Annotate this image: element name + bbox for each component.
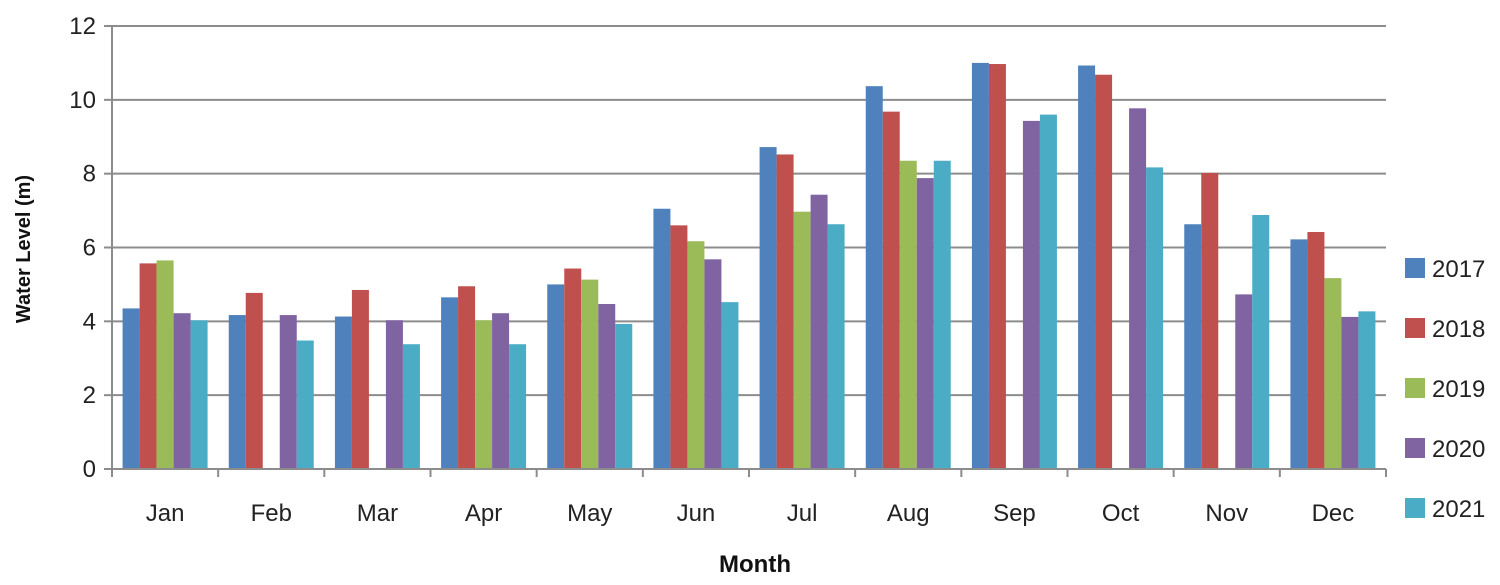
legend-swatch [1405,258,1425,278]
bar-2018-May [564,268,582,469]
bar-2021-Mar [402,344,420,469]
bar-2017-Oct [1078,65,1096,470]
bar-2017-Sep [971,62,989,470]
bar-2019-Jan [156,260,174,469]
y-tick-label: 10 [69,87,96,114]
bar-2018-Aug [882,111,900,469]
bar-2017-Jul [759,147,777,469]
bar-2019-Jun [687,241,705,469]
legend-label: 2018 [1432,316,1485,343]
bar-2018-Jan [139,263,157,469]
bar-2017-Feb [228,315,246,469]
bar-2020-Apr [492,313,510,469]
bar-2020-Sep [1022,120,1040,470]
bar-2018-Sep [988,64,1006,469]
bar-2019-Apr [475,320,493,469]
bar-2020-May [598,303,616,469]
y-tick-labels: 0 2 4 6 8 10 12 [69,13,96,483]
bar-2020-Aug [916,178,934,469]
x-tick-labels: Jan Feb Mar Apr May Jun Jul Aug Sep Oct Nov Dec [146,500,1355,527]
x-tick-label: May [567,500,612,527]
x-tick-label: Jun [677,500,716,527]
legend-label: 2020 [1432,436,1485,463]
x-tick-label: Dec [1312,500,1355,527]
legend-label: 2019 [1432,376,1485,403]
x-tick-label: Jul [787,500,818,527]
bar-2018-Mar [351,289,369,469]
bar-2017-May [547,284,565,469]
x-tick-label: Aug [887,500,930,527]
bar-2017-Nov [1184,224,1202,469]
bar-2017-Jun [653,208,671,470]
legend: 2017 2018 2019 2020 2021 [1405,256,1485,523]
bar-2020-Dec [1341,316,1359,469]
bar-2019-May [581,279,599,469]
y-tick-label: 4 [83,308,96,335]
bar-2021-Apr [509,344,527,469]
bar-2018-Jul [776,154,794,469]
x-tick-label: Jan [146,500,185,527]
legend-label: 2017 [1432,256,1485,283]
y-axis-title: Water Level (m) [13,175,35,323]
bar-2019-Jul [793,211,811,469]
legend-swatch [1405,318,1425,338]
bar-2017-Dec [1290,239,1308,469]
x-tick-label: Feb [251,500,292,527]
bar-2021-Dec [1358,311,1376,469]
bar-2018-Feb [245,292,263,469]
legend-swatch [1405,378,1425,398]
bar-2017-Mar [334,316,352,469]
bar-2021-Sep [1039,114,1057,469]
legend-swatch [1405,498,1425,518]
bar-2020-Feb [279,315,297,469]
bar-2018-Jun [670,225,688,469]
bar-2021-Aug [933,160,951,469]
x-tick-label: Sep [993,500,1036,527]
y-tick-label: 0 [83,456,96,483]
bar-2018-Dec [1307,231,1325,469]
bar-2017-Aug [865,86,883,469]
x-tick-label: Oct [1102,500,1140,527]
bar-2021-Jan [190,320,208,469]
bar-2020-Mar [385,320,403,469]
x-tick-label: Mar [357,500,398,527]
bar-2020-Jan [173,313,191,469]
bars [122,62,1376,470]
x-tick-label: Apr [465,500,502,527]
bar-2021-Jun [721,302,739,469]
bar-2017-Jan [122,308,140,469]
bar-2021-Jul [827,224,845,469]
bar-2017-Apr [441,297,459,469]
bar-2018-Apr [458,286,476,469]
y-tick-label: 12 [69,13,96,40]
bar-2020-Nov [1235,294,1253,469]
bar-2019-Aug [899,160,917,469]
y-tick-label: 6 [83,235,96,262]
legend-swatch [1405,438,1425,458]
grid-lines [104,25,1386,470]
y-tick-label: 2 [83,382,96,409]
axes [111,26,1387,477]
bar-2020-Jul [810,194,828,469]
bar-2020-Oct [1129,108,1147,470]
bar-2021-Oct [1146,167,1164,469]
bar-2021-May [615,323,633,469]
bar-2021-Feb [296,340,314,469]
bar-2019-Dec [1324,278,1342,469]
x-tick-label: Nov [1205,500,1248,527]
x-axis-title: Month [719,551,791,578]
bar-2021-Nov [1252,215,1270,469]
bar-2020-Jun [704,259,722,469]
legend-label: 2021 [1432,496,1485,523]
bar-2018-Nov [1201,172,1219,469]
y-tick-label: 8 [83,161,96,188]
bar-2018-Oct [1095,74,1113,469]
